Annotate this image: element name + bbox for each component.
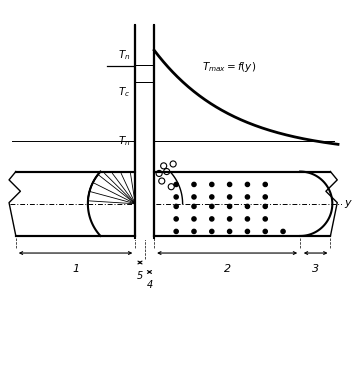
Circle shape bbox=[192, 229, 196, 234]
Text: $T_n$: $T_n$ bbox=[118, 49, 131, 62]
Text: 4: 4 bbox=[146, 280, 152, 290]
Circle shape bbox=[228, 204, 232, 208]
Circle shape bbox=[263, 182, 267, 187]
Text: $T_{max}=f(y)$: $T_{max}=f(y)$ bbox=[202, 60, 256, 74]
Circle shape bbox=[174, 217, 178, 221]
Circle shape bbox=[228, 195, 232, 199]
Circle shape bbox=[210, 217, 214, 221]
Circle shape bbox=[228, 217, 232, 221]
Circle shape bbox=[210, 182, 214, 187]
Text: 5: 5 bbox=[137, 271, 143, 281]
Circle shape bbox=[228, 229, 232, 234]
Circle shape bbox=[245, 195, 250, 199]
Circle shape bbox=[245, 229, 250, 234]
Circle shape bbox=[245, 217, 250, 221]
Circle shape bbox=[210, 195, 214, 199]
Circle shape bbox=[174, 204, 178, 208]
Text: $T_c$: $T_c$ bbox=[119, 85, 131, 99]
Circle shape bbox=[245, 204, 250, 208]
Circle shape bbox=[192, 217, 196, 221]
Circle shape bbox=[174, 229, 178, 234]
Circle shape bbox=[281, 229, 285, 234]
Text: $y$: $y$ bbox=[344, 198, 353, 210]
Circle shape bbox=[174, 195, 178, 199]
Circle shape bbox=[228, 182, 232, 187]
Circle shape bbox=[263, 204, 267, 208]
Text: 3: 3 bbox=[312, 264, 319, 274]
Circle shape bbox=[192, 195, 196, 199]
Circle shape bbox=[263, 229, 267, 234]
Bar bbox=[135, 26, 154, 236]
Circle shape bbox=[192, 204, 196, 208]
Text: 2: 2 bbox=[223, 264, 231, 274]
Text: $T_n$: $T_n$ bbox=[118, 134, 131, 148]
Circle shape bbox=[210, 204, 214, 208]
Circle shape bbox=[174, 182, 178, 187]
Circle shape bbox=[192, 182, 196, 187]
Text: 1: 1 bbox=[72, 264, 79, 274]
Circle shape bbox=[263, 217, 267, 221]
Circle shape bbox=[210, 229, 214, 234]
Bar bbox=[135, 22, 154, 240]
Circle shape bbox=[263, 195, 267, 199]
Circle shape bbox=[245, 182, 250, 187]
